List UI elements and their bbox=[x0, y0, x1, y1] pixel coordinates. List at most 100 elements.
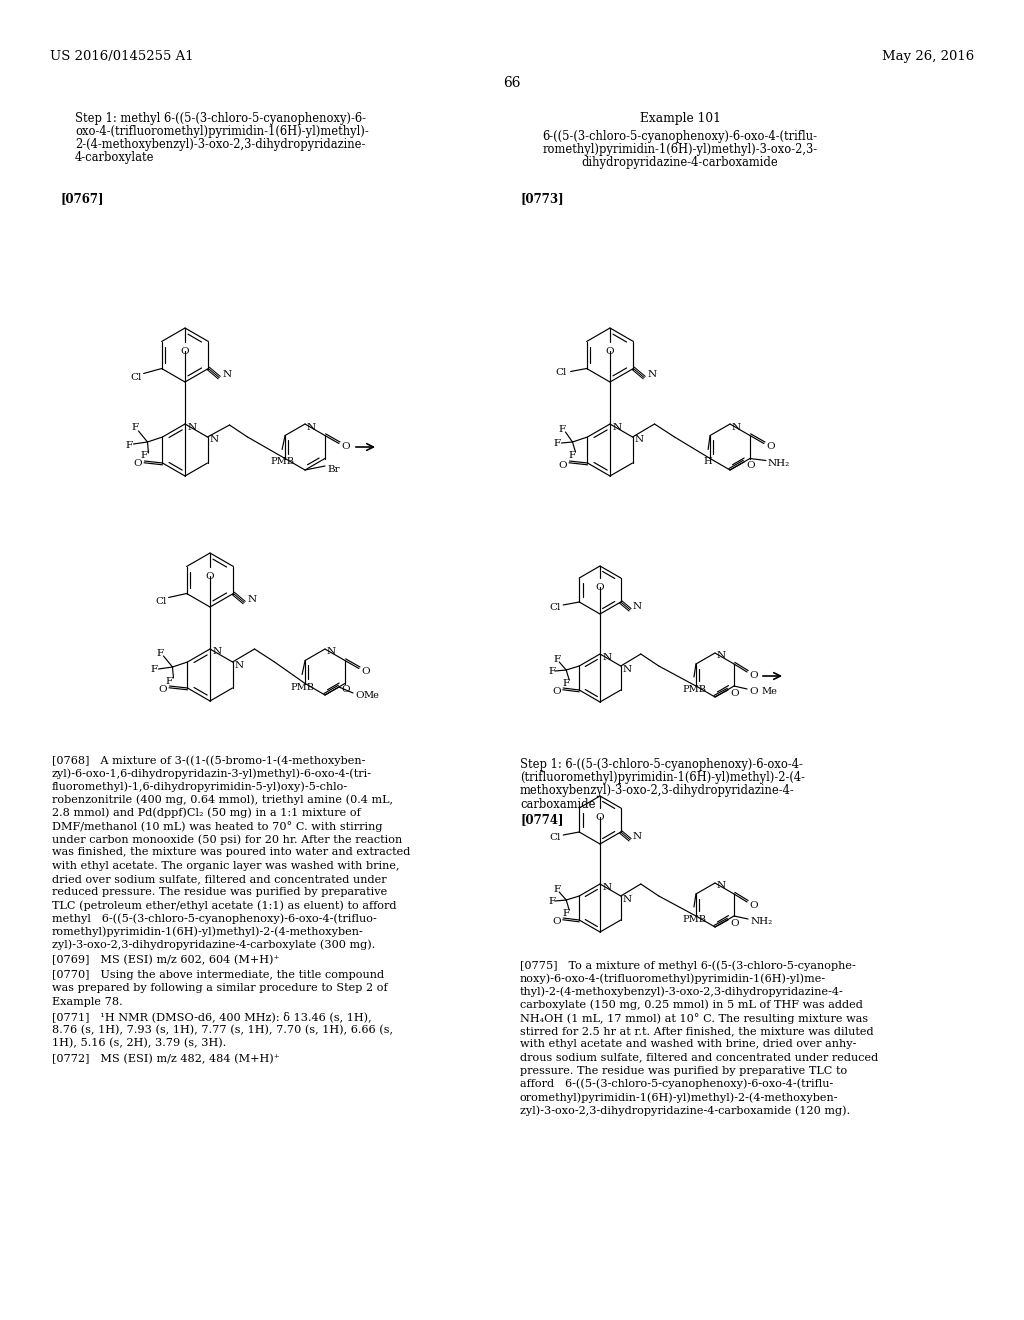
Text: DMF/methanol (10 mL) was heated to 70° C. with stirring: DMF/methanol (10 mL) was heated to 70° C… bbox=[52, 821, 383, 832]
Text: romethyl)pyrimidin-1(6H)-yl)methyl)-3-oxo-2,3-: romethyl)pyrimidin-1(6H)-yl)methyl)-3-ox… bbox=[543, 143, 817, 156]
Text: F: F bbox=[562, 908, 569, 917]
Text: carboxamide: carboxamide bbox=[520, 797, 596, 810]
Text: Cl: Cl bbox=[550, 602, 561, 611]
Text: N: N bbox=[635, 436, 644, 445]
Text: oromethyl)pyrimidin-1(6H)-yl)methyl)-2-(4-methoxyben-: oromethyl)pyrimidin-1(6H)-yl)methyl)-2-(… bbox=[520, 1092, 839, 1102]
Text: F: F bbox=[562, 678, 569, 688]
Text: [0774]: [0774] bbox=[520, 813, 563, 826]
Text: 6-((5-(3-chloro-5-cyanophenoxy)-6-oxo-4-(triflu-: 6-((5-(3-chloro-5-cyanophenoxy)-6-oxo-4-… bbox=[543, 129, 817, 143]
Text: [0773]: [0773] bbox=[520, 191, 563, 205]
Text: N: N bbox=[623, 895, 632, 903]
Text: N: N bbox=[633, 602, 642, 611]
Text: methoxybenzyl)-3-oxo-2,3-dihydropyridazine-4-: methoxybenzyl)-3-oxo-2,3-dihydropyridazi… bbox=[520, 784, 795, 797]
Text: NH₂: NH₂ bbox=[768, 459, 791, 469]
Text: Cl: Cl bbox=[555, 368, 566, 378]
Text: N: N bbox=[633, 832, 642, 841]
Text: N: N bbox=[717, 882, 726, 891]
Text: zyl)-6-oxo-1,6-dihydropyridazin-3-yl)methyl)-6-oxo-4-(tri-: zyl)-6-oxo-1,6-dihydropyridazin-3-yl)met… bbox=[52, 768, 372, 779]
Text: Example 78.: Example 78. bbox=[52, 997, 123, 1007]
Text: Br: Br bbox=[327, 465, 340, 474]
Text: F: F bbox=[569, 450, 577, 459]
Text: N: N bbox=[327, 648, 336, 656]
Text: NH₂: NH₂ bbox=[750, 917, 772, 927]
Text: N: N bbox=[247, 595, 256, 605]
Text: O: O bbox=[206, 572, 214, 581]
Text: Me: Me bbox=[761, 688, 777, 697]
Text: F: F bbox=[559, 425, 566, 433]
Text: Step 1: 6-((5-(3-chloro-5-cyanophenoxy)-6-oxo-4-: Step 1: 6-((5-(3-chloro-5-cyanophenoxy)-… bbox=[520, 758, 803, 771]
Text: O: O bbox=[180, 347, 189, 356]
Text: Example 101: Example 101 bbox=[640, 112, 721, 125]
Text: N: N bbox=[623, 664, 632, 673]
Text: O: O bbox=[159, 685, 168, 693]
Text: (trifluoromethyl)pyrimidin-1(6H)-yl)methyl)-2-(4-: (trifluoromethyl)pyrimidin-1(6H)-yl)meth… bbox=[520, 771, 805, 784]
Text: [0772]   MS (ESI) m/z 482, 484 (M+H)⁺: [0772] MS (ESI) m/z 482, 484 (M+H)⁺ bbox=[52, 1053, 280, 1064]
Text: O: O bbox=[553, 917, 561, 927]
Text: TLC (petroleum ether/ethyl acetate (1:1) as eluent) to afford: TLC (petroleum ether/ethyl acetate (1:1)… bbox=[52, 900, 396, 911]
Text: noxy)-6-oxo-4-(trifluoromethyl)pyrimidin-1(6H)-yl)me-: noxy)-6-oxo-4-(trifluoromethyl)pyrimidin… bbox=[520, 973, 826, 983]
Text: O: O bbox=[730, 919, 738, 928]
Text: O: O bbox=[749, 671, 758, 680]
Text: O: O bbox=[730, 689, 738, 697]
Text: 2.8 mmol) and Pd(dppf)Cl₂ (50 mg) in a 1:1 mixture of: 2.8 mmol) and Pd(dppf)Cl₂ (50 mg) in a 1… bbox=[52, 808, 360, 818]
Text: N: N bbox=[307, 422, 316, 432]
Text: F: F bbox=[166, 676, 173, 685]
Text: O: O bbox=[749, 688, 758, 697]
Text: [0770]   Using the above intermediate, the title compound: [0770] Using the above intermediate, the… bbox=[52, 970, 384, 981]
Text: O: O bbox=[553, 688, 561, 697]
Text: Cl: Cl bbox=[156, 597, 167, 606]
Text: N: N bbox=[647, 370, 656, 379]
Text: O: O bbox=[360, 667, 370, 676]
Text: [0768]   A mixture of 3-((1-((5-bromo-1-(4-methoxyben-: [0768] A mixture of 3-((1-((5-bromo-1-(4… bbox=[52, 755, 366, 766]
Text: F: F bbox=[554, 440, 561, 449]
Text: Cl: Cl bbox=[130, 374, 141, 381]
Text: N: N bbox=[213, 648, 222, 656]
Text: O: O bbox=[766, 442, 774, 451]
Text: carboxylate (150 mg, 0.25 mmol) in 5 mL of THF was added: carboxylate (150 mg, 0.25 mmol) in 5 mL … bbox=[520, 999, 863, 1010]
Text: F: F bbox=[141, 451, 148, 461]
Text: O: O bbox=[341, 685, 349, 694]
Text: O: O bbox=[341, 442, 349, 451]
Text: [0767]: [0767] bbox=[60, 191, 103, 205]
Text: F: F bbox=[554, 884, 561, 894]
Text: afford   6-((5-(3-chloro-5-cyanophenoxy)-6-oxo-4-(triflu-: afford 6-((5-(3-chloro-5-cyanophenoxy)-6… bbox=[520, 1078, 834, 1089]
Text: N: N bbox=[222, 370, 231, 379]
Text: zyl)-3-oxo-2,3-dihydropyridazine-4-carboxylate (300 mg).: zyl)-3-oxo-2,3-dihydropyridazine-4-carbo… bbox=[52, 940, 375, 950]
Text: zyl)-3-oxo-2,3-dihydropyridazine-4-carboxamide (120 mg).: zyl)-3-oxo-2,3-dihydropyridazine-4-carbo… bbox=[520, 1105, 850, 1115]
Text: PMB: PMB bbox=[682, 685, 706, 694]
Text: oxo-4-(trifluoromethyl)pyrimidin-1(6H)-yl)methyl)-: oxo-4-(trifluoromethyl)pyrimidin-1(6H)-y… bbox=[75, 125, 369, 139]
Text: F: F bbox=[549, 668, 556, 676]
Text: 1H), 5.16 (s, 2H), 3.79 (s, 3H).: 1H), 5.16 (s, 2H), 3.79 (s, 3H). bbox=[52, 1039, 226, 1048]
Text: pressure. The residue was purified by preparative TLC to: pressure. The residue was purified by pr… bbox=[520, 1065, 847, 1076]
Text: N: N bbox=[717, 652, 726, 660]
Text: was finished, the mixture was poured into water and extracted: was finished, the mixture was poured int… bbox=[52, 847, 411, 858]
Text: PMB: PMB bbox=[270, 458, 294, 466]
Text: reduced pressure. The residue was purified by preparative: reduced pressure. The residue was purifi… bbox=[52, 887, 387, 898]
Text: O: O bbox=[355, 692, 364, 701]
Text: N: N bbox=[234, 660, 244, 669]
Text: O: O bbox=[559, 461, 567, 470]
Text: Me: Me bbox=[362, 692, 379, 701]
Text: F: F bbox=[157, 648, 164, 657]
Text: Cl: Cl bbox=[550, 833, 561, 842]
Text: F: F bbox=[126, 441, 133, 450]
Text: [0775]   To a mixture of methyl 6-((5-(3-chloro-5-cyanophe-: [0775] To a mixture of methyl 6-((5-(3-c… bbox=[520, 960, 856, 970]
Text: with ethyl acetate and washed with brine, dried over anhy-: with ethyl acetate and washed with brine… bbox=[520, 1039, 856, 1049]
Text: 4-carboxylate: 4-carboxylate bbox=[75, 150, 155, 164]
Text: O: O bbox=[749, 900, 758, 909]
Text: PMB: PMB bbox=[682, 915, 706, 924]
Text: dried over sodium sulfate, filtered and concentrated under: dried over sodium sulfate, filtered and … bbox=[52, 874, 387, 884]
Text: F: F bbox=[554, 655, 561, 664]
Text: drous sodium sulfate, filtered and concentrated under reduced: drous sodium sulfate, filtered and conce… bbox=[520, 1052, 879, 1063]
Text: PMB: PMB bbox=[290, 682, 314, 692]
Text: N: N bbox=[732, 422, 741, 432]
Text: N: N bbox=[210, 436, 219, 445]
Text: F: F bbox=[151, 665, 158, 675]
Text: N: N bbox=[188, 422, 198, 432]
Text: O: O bbox=[596, 583, 604, 591]
Text: O: O bbox=[746, 461, 755, 470]
Text: was prepared by following a similar procedure to Step 2 of: was prepared by following a similar proc… bbox=[52, 983, 388, 994]
Text: stirred for 2.5 hr at r.t. After finished, the mixture was diluted: stirred for 2.5 hr at r.t. After finishe… bbox=[520, 1026, 873, 1036]
Text: US 2016/0145255 A1: US 2016/0145255 A1 bbox=[50, 50, 194, 63]
Text: 2-(4-methoxybenzyl)-3-oxo-2,3-dihydropyridazine-: 2-(4-methoxybenzyl)-3-oxo-2,3-dihydropyr… bbox=[75, 139, 366, 150]
